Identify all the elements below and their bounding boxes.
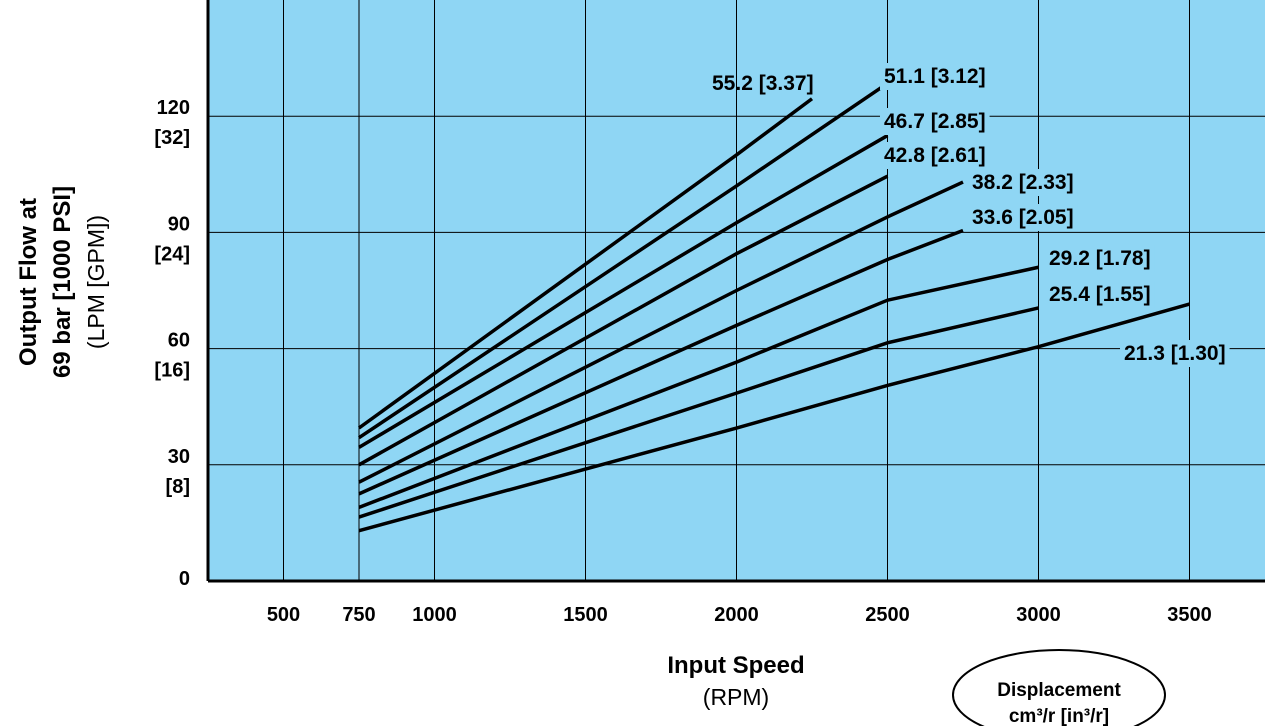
series-label-bg [1045,245,1155,272]
series-label-bg [880,63,990,90]
series-label: 38.2 [2.33] [968,169,1078,196]
series-label-text: 42.8 [2.61] [884,144,986,167]
x-tick-label: 2500 [865,604,910,626]
series-line [358,134,889,449]
series-line [357,97,814,430]
x-axis-title: Input Speed [667,652,804,679]
series-label-text: 38.2 [2.33] [972,171,1074,194]
series-label-text: 51.1 [3.12] [884,65,986,88]
grid [208,0,1265,581]
y-axis-title-line2: 69 bar [1000 PSI] [49,186,76,378]
series-line [358,228,964,496]
series-label-bg [968,204,1078,231]
y-tick-label: 120 [157,97,190,119]
y-tick-label-secondary: [8] [166,476,190,498]
y-tick-label-secondary: [24] [154,243,190,265]
x-tick-label: 500 [267,604,300,626]
series-label-text: 46.7 [2.85] [884,110,986,133]
series-line [358,306,1039,519]
axes [206,0,1265,583]
series-label-bg [880,108,990,135]
x-axis-unit: (RPM) [703,684,769,710]
legend-title-line2: cm³/r [in³/r] [1009,706,1109,726]
series-label-text: 25.4 [1.55] [1049,283,1151,306]
x-tick-label: 3500 [1167,604,1212,626]
series-label-bg [1045,281,1155,308]
x-tick-label: 1500 [563,604,608,626]
series-label: 51.1 [3.12] [880,63,990,90]
series-label-text: 21.3 [1.30] [1124,342,1226,365]
x-tick-label: 1000 [412,604,457,626]
series-label-bg [968,169,1078,196]
tick-labels: 500 750 1000 1500 2000 2500 3000 3500 0 30 [8] 60 [1… [154,97,1211,626]
y-tick-label-secondary: [32] [154,127,190,149]
y-axis-title-line1: Output Flow at [15,198,42,366]
y-tick-label: 0 [179,568,190,590]
legend-title-line1: Displacement [997,680,1121,701]
series-label-text: 29.2 [1.78] [1049,247,1151,270]
series-line [358,265,1039,510]
series-line [358,180,964,484]
series-line [358,174,889,467]
y-tick-label: 30 [168,446,190,468]
series-label: 29.2 [1.78] [1045,245,1155,272]
series-label: 42.8 [2.61] [880,142,990,169]
y-axis-unit: (LPM [GPM]) [83,215,109,349]
y-tick-label-secondary: [16] [154,360,190,382]
series-label-bg [880,142,990,169]
series-label: 21.3 [1.30] [1120,340,1230,367]
series-label-text: 55.2 [3.37] [712,72,814,95]
x-tick-label: 750 [342,604,375,626]
series-label-text: 33.6 [2.05] [972,206,1074,229]
series-label: 46.7 [2.85] [880,108,990,135]
series-labels: 55.2 [3.37] 51.1 [3.12] 46.7 [2.85] 42.8 [2… [712,63,1230,367]
x-tick-label: 3000 [1016,604,1061,626]
x-tick-label: 2000 [714,604,759,626]
series-line [358,81,889,440]
series-label: 33.6 [2.05] [968,204,1078,231]
series-label: 25.4 [1.55] [1045,281,1155,308]
legend-badge: Displacement cm³/r [in³/r] [952,649,1166,726]
series-lines [357,81,1190,533]
series-label: 55.2 [3.37] [712,72,814,95]
y-tick-label: 90 [168,213,190,235]
series-label-bg [1120,340,1230,367]
series-line [358,302,1190,533]
y-tick-label: 60 [168,330,190,352]
legend-ellipse [952,649,1166,726]
